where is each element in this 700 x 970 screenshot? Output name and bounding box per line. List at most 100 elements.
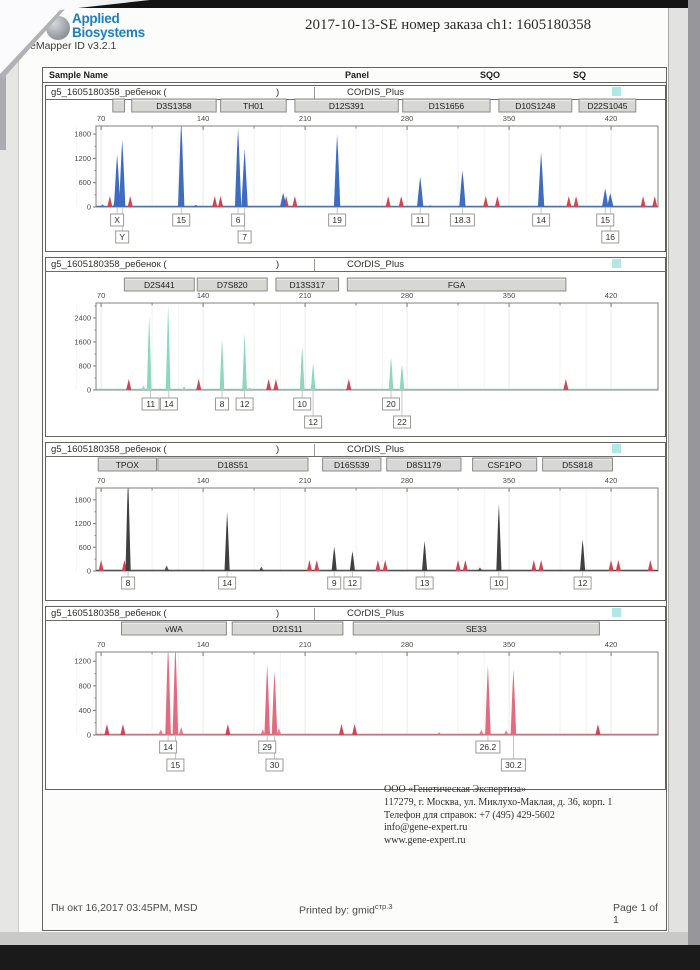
svg-text:8: 8 — [126, 578, 131, 588]
svg-text:15: 15 — [171, 760, 181, 770]
svg-text:800: 800 — [78, 681, 91, 690]
print-timestamp: Пн окт 16,2017 03:45PM, MSD — [51, 902, 198, 914]
sample-row: g5_1605180358_ребенок ( ) COrDIS_Plus — [46, 86, 665, 100]
applied-biosystems-logo-text: Applied Biosystems — [72, 12, 145, 40]
allele-label-box — [141, 397, 160, 411]
scan-right-margin — [669, 8, 688, 938]
cell-divider — [314, 444, 315, 456]
svg-text:10: 10 — [494, 578, 504, 588]
allele-labels: 14 29 26.2 15 30 30.2 — [159, 736, 526, 772]
allele-label-box — [159, 740, 178, 754]
svg-text:420: 420 — [605, 291, 618, 300]
svg-text:9: 9 — [332, 578, 337, 588]
order-title: 2017-10-13-SE номер заказа ch1: 16051803… — [305, 17, 592, 33]
size-standard-peak — [531, 560, 537, 571]
svg-text:D13S317: D13S317 — [290, 280, 326, 290]
scan-bottom-band — [0, 945, 700, 970]
sample-name: g5_1605180358_ребенок ( — [51, 87, 167, 98]
size-standard-peak — [338, 724, 345, 735]
svg-text:11: 11 — [146, 399, 155, 409]
svg-text:D10S1248: D10S1248 — [515, 101, 555, 111]
svg-text:1200: 1200 — [74, 154, 91, 163]
sample-name: g5_1605180358_ребенок ( — [51, 259, 167, 270]
svg-text:8: 8 — [220, 399, 225, 409]
svg-text:12: 12 — [240, 399, 250, 409]
allele-peak — [299, 346, 305, 390]
panel-name: COrDIS_Plus — [347, 444, 405, 455]
sample-name: g5_1605180358_ребенок ( — [51, 444, 167, 455]
size-standard-peak — [121, 560, 128, 571]
size-standard-peak — [98, 560, 104, 571]
size-standard-peak — [104, 724, 110, 735]
sample-name-close: ) — [276, 259, 280, 270]
scan-left-shadow — [0, 60, 6, 150]
allele-label-box — [573, 576, 592, 590]
svg-text:13: 13 — [420, 578, 430, 588]
marker-box — [97, 457, 157, 472]
company-website: www.gene-expert.ru — [384, 835, 466, 847]
svg-text:12: 12 — [578, 578, 588, 588]
svg-text:210: 210 — [299, 114, 312, 123]
svg-text:D2S441: D2S441 — [144, 280, 175, 290]
y-axis: 0 800 1600 2400 — [74, 305, 96, 395]
report-frame: Sample Name Panel SQO SQ g5_1605180358_р… — [42, 67, 667, 931]
gridlines — [75, 126, 663, 207]
size-standard-peak — [608, 560, 614, 571]
size-standard-peak — [352, 724, 358, 735]
electropherogram-svg: D3S1358 TH01 D12S391 D1S1656 D10S1248 D22S104… — [74, 98, 663, 244]
allele-peak — [349, 551, 355, 571]
svg-text:140: 140 — [197, 476, 210, 485]
panel-name: COrDIS_Plus — [347, 87, 405, 98]
svg-text:14: 14 — [536, 215, 546, 225]
allele-label-box — [115, 230, 130, 244]
allele-label-box — [327, 576, 342, 590]
svg-text:14: 14 — [163, 742, 173, 752]
svg-text:350: 350 — [503, 476, 516, 485]
cell-divider — [314, 608, 315, 620]
allele-peak — [607, 193, 614, 207]
svg-text:0: 0 — [87, 567, 91, 576]
electropherogram-panel-4: g5_1605180358_ребенок ( ) COrDIS_Plus vW… — [45, 606, 666, 790]
allele-label-box — [258, 740, 277, 754]
size-standard-peak — [494, 196, 501, 207]
svg-text:420: 420 — [605, 640, 618, 649]
page-number: Page 1 of 1 — [613, 902, 658, 926]
svg-text:SE33: SE33 — [466, 624, 487, 634]
allele-peak — [165, 652, 171, 735]
marker-box — [275, 277, 340, 292]
svg-text:D8S1179: D8S1179 — [406, 460, 441, 470]
size-standard-peak — [346, 379, 352, 390]
allele-peak — [242, 333, 247, 390]
allele-peak — [310, 363, 316, 390]
marker-box — [123, 277, 195, 292]
size-standard-peak — [306, 560, 313, 571]
highlight-square — [612, 87, 621, 96]
marker-box — [346, 277, 567, 292]
svg-text:D18S51: D18S51 — [218, 460, 249, 470]
panel-name: COrDIS_Plus — [347, 608, 405, 619]
svg-text:280: 280 — [401, 476, 414, 485]
svg-text:TH01: TH01 — [243, 101, 264, 111]
size-standard-peak — [107, 196, 113, 207]
allele-label-box — [475, 740, 501, 754]
trace-group — [96, 488, 658, 571]
allele-peak — [280, 192, 287, 207]
svg-text:11: 11 — [416, 215, 425, 225]
logo-line1: Applied — [72, 11, 120, 26]
allele-labels: X 15 6 19 11 18.3 14 15 Y 7 16 — [110, 208, 620, 244]
svg-text:280: 280 — [401, 114, 414, 123]
electropherogram-panel-2: g5_1605180358_ребенок ( ) COrDIS_Plus D2… — [45, 257, 666, 437]
allele-label-box — [328, 213, 347, 227]
size-standard-peak — [292, 196, 298, 207]
size-standard-peak — [538, 560, 544, 571]
size-standard-peak — [120, 724, 126, 735]
allele-peak — [510, 669, 517, 735]
sample-name-close: ) — [276, 87, 280, 98]
marker-box — [472, 457, 538, 472]
sample-name: g5_1605180358_ребенок ( — [51, 608, 167, 619]
size-standard-peak — [196, 379, 202, 390]
size-standard-peak — [573, 196, 579, 207]
svg-text:600: 600 — [78, 178, 91, 187]
